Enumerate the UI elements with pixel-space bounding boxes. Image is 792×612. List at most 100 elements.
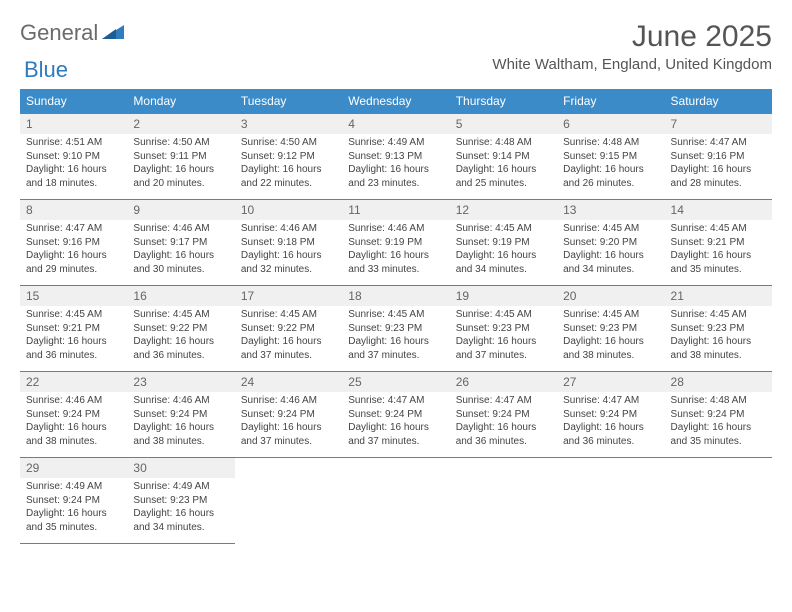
day-number: 8 xyxy=(20,200,127,220)
sunset-text: Sunset: 9:10 PM xyxy=(26,150,121,164)
sunrise-text: Sunrise: 4:46 AM xyxy=(133,394,228,408)
calendar-day-cell: 17Sunrise: 4:45 AMSunset: 9:22 PMDayligh… xyxy=(235,286,342,372)
sunset-text: Sunset: 9:23 PM xyxy=(348,322,443,336)
sunset-text: Sunset: 9:24 PM xyxy=(241,408,336,422)
calendar-day-cell: 23Sunrise: 4:46 AMSunset: 9:24 PMDayligh… xyxy=(127,372,234,458)
daylight-text: Daylight: 16 hours and 35 minutes. xyxy=(26,507,121,534)
sunset-text: Sunset: 9:12 PM xyxy=(241,150,336,164)
calendar-day-cell: 27Sunrise: 4:47 AMSunset: 9:24 PMDayligh… xyxy=(557,372,664,458)
calendar-day-cell: 30Sunrise: 4:49 AMSunset: 9:23 PMDayligh… xyxy=(127,458,234,544)
sunrise-text: Sunrise: 4:51 AM xyxy=(26,136,121,150)
day-number: 9 xyxy=(127,200,234,220)
day-number: 19 xyxy=(450,286,557,306)
location: White Waltham, England, United Kingdom xyxy=(492,56,772,73)
calendar-week-row: 1Sunrise: 4:51 AMSunset: 9:10 PMDaylight… xyxy=(20,114,772,200)
logo-text-general: General xyxy=(20,20,98,46)
weekday-header-row: Sunday Monday Tuesday Wednesday Thursday… xyxy=(20,89,772,114)
calendar-day-cell xyxy=(235,458,342,544)
daylight-text: Daylight: 16 hours and 30 minutes. xyxy=(133,249,228,276)
daylight-text: Daylight: 16 hours and 28 minutes. xyxy=(671,163,766,190)
calendar-day-cell: 19Sunrise: 4:45 AMSunset: 9:23 PMDayligh… xyxy=(450,286,557,372)
sunset-text: Sunset: 9:19 PM xyxy=(348,236,443,250)
calendar-week-row: 8Sunrise: 4:47 AMSunset: 9:16 PMDaylight… xyxy=(20,200,772,286)
weekday-header: Sunday xyxy=(20,89,127,114)
sunset-text: Sunset: 9:24 PM xyxy=(26,494,121,508)
weekday-header: Thursday xyxy=(450,89,557,114)
calendar-day-cell: 15Sunrise: 4:45 AMSunset: 9:21 PMDayligh… xyxy=(20,286,127,372)
sunrise-text: Sunrise: 4:48 AM xyxy=(456,136,551,150)
sunrise-text: Sunrise: 4:46 AM xyxy=(241,222,336,236)
daylight-text: Daylight: 16 hours and 37 minutes. xyxy=(241,335,336,362)
calendar-day-cell: 20Sunrise: 4:45 AMSunset: 9:23 PMDayligh… xyxy=(557,286,664,372)
daylight-text: Daylight: 16 hours and 18 minutes. xyxy=(26,163,121,190)
sunset-text: Sunset: 9:14 PM xyxy=(456,150,551,164)
daylight-text: Daylight: 16 hours and 36 minutes. xyxy=(456,421,551,448)
sunset-text: Sunset: 9:19 PM xyxy=(456,236,551,250)
day-number: 20 xyxy=(557,286,664,306)
daylight-text: Daylight: 16 hours and 38 minutes. xyxy=(26,421,121,448)
calendar-day-cell: 1Sunrise: 4:51 AMSunset: 9:10 PMDaylight… xyxy=(20,114,127,200)
sunset-text: Sunset: 9:18 PM xyxy=(241,236,336,250)
day-number: 29 xyxy=(20,458,127,478)
calendar-week-row: 22Sunrise: 4:46 AMSunset: 9:24 PMDayligh… xyxy=(20,372,772,458)
weekday-header: Friday xyxy=(557,89,664,114)
sunrise-text: Sunrise: 4:50 AM xyxy=(241,136,336,150)
day-number: 27 xyxy=(557,372,664,392)
sunrise-text: Sunrise: 4:45 AM xyxy=(563,308,658,322)
day-number: 17 xyxy=(235,286,342,306)
calendar-day-cell: 11Sunrise: 4:46 AMSunset: 9:19 PMDayligh… xyxy=(342,200,449,286)
day-number: 12 xyxy=(450,200,557,220)
day-number: 5 xyxy=(450,114,557,134)
day-number: 14 xyxy=(665,200,772,220)
sunset-text: Sunset: 9:16 PM xyxy=(671,150,766,164)
calendar-table: Sunday Monday Tuesday Wednesday Thursday… xyxy=(20,89,772,544)
calendar-day-cell: 10Sunrise: 4:46 AMSunset: 9:18 PMDayligh… xyxy=(235,200,342,286)
daylight-text: Daylight: 16 hours and 36 minutes. xyxy=(26,335,121,362)
daylight-text: Daylight: 16 hours and 36 minutes. xyxy=(133,335,228,362)
sunset-text: Sunset: 9:24 PM xyxy=(671,408,766,422)
day-number: 15 xyxy=(20,286,127,306)
sunrise-text: Sunrise: 4:45 AM xyxy=(563,222,658,236)
sunrise-text: Sunrise: 4:45 AM xyxy=(671,308,766,322)
daylight-text: Daylight: 16 hours and 23 minutes. xyxy=(348,163,443,190)
month-title: June 2025 xyxy=(492,20,772,54)
day-number: 30 xyxy=(127,458,234,478)
calendar-week-row: 15Sunrise: 4:45 AMSunset: 9:21 PMDayligh… xyxy=(20,286,772,372)
sunset-text: Sunset: 9:24 PM xyxy=(26,408,121,422)
daylight-text: Daylight: 16 hours and 37 minutes. xyxy=(241,421,336,448)
weekday-header: Wednesday xyxy=(342,89,449,114)
daylight-text: Daylight: 16 hours and 29 minutes. xyxy=(26,249,121,276)
weekday-header: Saturday xyxy=(665,89,772,114)
calendar-day-cell: 12Sunrise: 4:45 AMSunset: 9:19 PMDayligh… xyxy=(450,200,557,286)
calendar-day-cell: 4Sunrise: 4:49 AMSunset: 9:13 PMDaylight… xyxy=(342,114,449,200)
daylight-text: Daylight: 16 hours and 35 minutes. xyxy=(671,249,766,276)
sunset-text: Sunset: 9:24 PM xyxy=(133,408,228,422)
calendar-day-cell: 8Sunrise: 4:47 AMSunset: 9:16 PMDaylight… xyxy=(20,200,127,286)
calendar-day-cell: 28Sunrise: 4:48 AMSunset: 9:24 PMDayligh… xyxy=(665,372,772,458)
sunset-text: Sunset: 9:13 PM xyxy=(348,150,443,164)
day-number: 25 xyxy=(342,372,449,392)
daylight-text: Daylight: 16 hours and 34 minutes. xyxy=(456,249,551,276)
logo-text-blue: Blue xyxy=(24,57,68,83)
sunset-text: Sunset: 9:22 PM xyxy=(133,322,228,336)
sunrise-text: Sunrise: 4:45 AM xyxy=(26,308,121,322)
weekday-header: Tuesday xyxy=(235,89,342,114)
calendar-day-cell: 14Sunrise: 4:45 AMSunset: 9:21 PMDayligh… xyxy=(665,200,772,286)
day-number: 21 xyxy=(665,286,772,306)
sunset-text: Sunset: 9:17 PM xyxy=(133,236,228,250)
calendar-body: 1Sunrise: 4:51 AMSunset: 9:10 PMDaylight… xyxy=(20,114,772,544)
title-block: June 2025 White Waltham, England, United… xyxy=(492,20,772,73)
sunrise-text: Sunrise: 4:45 AM xyxy=(241,308,336,322)
day-number: 24 xyxy=(235,372,342,392)
daylight-text: Daylight: 16 hours and 20 minutes. xyxy=(133,163,228,190)
sunrise-text: Sunrise: 4:45 AM xyxy=(456,308,551,322)
sunrise-text: Sunrise: 4:48 AM xyxy=(671,394,766,408)
calendar-day-cell: 26Sunrise: 4:47 AMSunset: 9:24 PMDayligh… xyxy=(450,372,557,458)
sunrise-text: Sunrise: 4:46 AM xyxy=(348,222,443,236)
calendar-day-cell xyxy=(557,458,664,544)
sunrise-text: Sunrise: 4:46 AM xyxy=(241,394,336,408)
sunset-text: Sunset: 9:16 PM xyxy=(26,236,121,250)
daylight-text: Daylight: 16 hours and 38 minutes. xyxy=(671,335,766,362)
weekday-header: Monday xyxy=(127,89,234,114)
sunrise-text: Sunrise: 4:47 AM xyxy=(348,394,443,408)
